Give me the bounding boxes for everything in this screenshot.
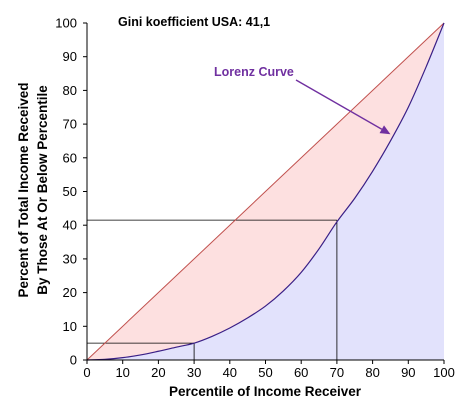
y-tick-label: 10 — [63, 319, 77, 334]
x-tick-label: 60 — [294, 365, 308, 380]
lorenz-curve-label: Lorenz Curve — [214, 65, 294, 79]
x-axis-title: Percentile of Income Receiver — [169, 384, 362, 399]
x-tick-label: 80 — [365, 365, 379, 380]
x-tick-label: 0 — [83, 365, 90, 380]
x-tick-label: 40 — [223, 365, 237, 380]
x-tick-label: 20 — [151, 365, 165, 380]
y-tick-label: 70 — [63, 117, 77, 132]
y-tick-label: 60 — [63, 150, 77, 165]
y-tick-label: 80 — [63, 83, 77, 98]
x-tick-label: 50 — [258, 365, 272, 380]
x-tick-label: 30 — [187, 365, 201, 380]
ticks-layer: 0 10 20 30 40 50 60 70 80 90 100 0 10 20 30 40 50 60 70 80 9… — [55, 16, 455, 381]
y-tick-label: 30 — [63, 251, 77, 266]
y-tick-label: 40 — [63, 218, 77, 233]
y-tick-label: 20 — [63, 285, 77, 300]
y-axis-title-line-2: By Those At Or Below Percentile — [35, 85, 50, 295]
x-tick-label: 90 — [401, 365, 415, 380]
y-axis-title-line-1: Percent of Total Income Received — [16, 82, 31, 297]
x-tick-label: 10 — [115, 365, 129, 380]
y-tick-label: 100 — [55, 16, 77, 31]
lorenz-curve-arrowhead — [379, 125, 391, 135]
equality-line — [86, 22, 445, 361]
y-tick-label: 0 — [70, 353, 77, 368]
x-tick-label: 70 — [330, 365, 344, 380]
y-tick-label: 90 — [63, 49, 77, 64]
lines-layer — [86, 22, 445, 361]
lorenz-curve-arrow — [295, 79, 383, 130]
lorenz-area — [87, 23, 444, 360]
x-tick-label: 100 — [433, 365, 455, 380]
y-tick-label: 50 — [63, 184, 77, 199]
chart-title: Gini koefficient USA: 41,1 — [118, 15, 270, 29]
lorenz-curve-line — [86, 22, 445, 361]
